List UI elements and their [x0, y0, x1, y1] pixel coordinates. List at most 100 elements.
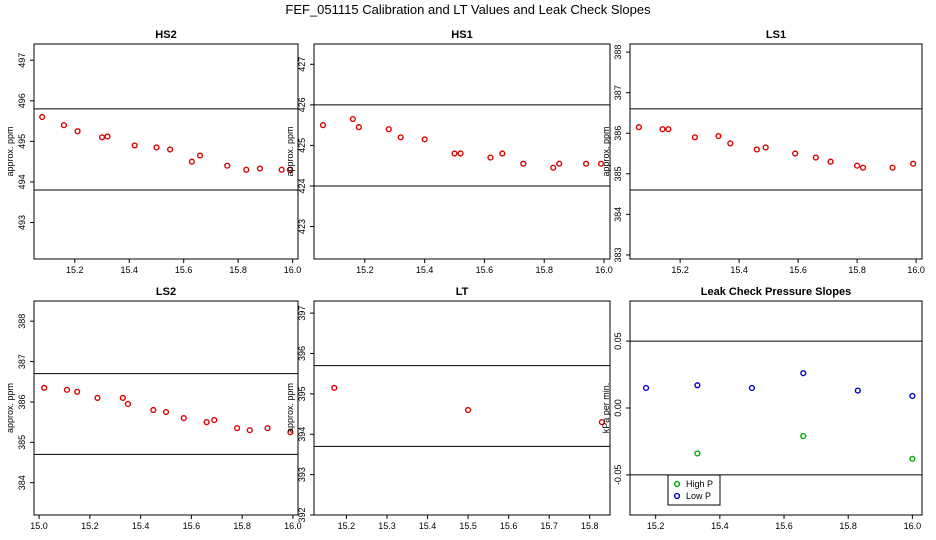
chart-3-x-tick-label: 15.4 — [132, 521, 150, 531]
chart-5-x-tick-label: 15.8 — [839, 521, 857, 531]
chart-4-y-tick-label: 392 — [297, 507, 307, 522]
chart-5-legend-marker-0 — [673, 480, 681, 488]
chart-0-y-axis-label: approx. ppm — [5, 126, 15, 176]
chart-3-series-0-point — [119, 394, 126, 402]
chart-3-x-tick-label: 15.2 — [81, 521, 99, 531]
chart-0-series-0-point — [39, 113, 46, 121]
chart-4-x-tick-label: 15.4 — [419, 521, 437, 531]
chart-3-x-tick-label: 16.0 — [284, 521, 302, 531]
chart-5-legend-marker-1 — [673, 492, 681, 500]
chart-5-y-tick-label: -0.05 — [613, 465, 623, 486]
chart-4-panel: LT 15.2 15.3 15.4 15.5 15.6 15.7 15.8 392 393 394 3… — [285, 286, 611, 531]
chart-0-y-tick-label: 495 — [17, 134, 27, 149]
chart-1-series-0-point — [421, 136, 428, 143]
chart-2-y-axis-label: approx. ppm — [601, 126, 611, 176]
chart-4-series-0-point — [598, 419, 605, 426]
chart-1-series-0-point — [499, 150, 506, 157]
chart-2-series-0-point — [910, 160, 917, 167]
chart-1-y-tick-label: 425 — [297, 138, 307, 153]
chart-0-x-tick-label: 15.8 — [229, 265, 247, 275]
chart-5-y-tick-label: 0.05 — [613, 332, 623, 350]
chart-1-series-0-point — [349, 115, 356, 123]
chart-2-x-tick-label: 16.0 — [907, 265, 925, 275]
chart-1-x-tick-label: 15.6 — [476, 265, 494, 275]
chart-3-panel: LS2 15.0 15.2 15.4 15.6 15.8 16.0 384 385 386 387 3… — [5, 286, 302, 531]
chart-2-series-0-point — [827, 158, 834, 165]
chart-4-y-tick-label: 397 — [297, 306, 307, 321]
chart-1-series-0-point — [397, 134, 404, 141]
chart-3-y-tick-label: 384 — [17, 475, 27, 490]
chart-4-series-0-point — [331, 384, 338, 391]
chart-0-series-0-point — [286, 166, 293, 173]
chart-3-series-0-point — [63, 386, 71, 393]
chart-0-series-0-point — [104, 133, 111, 140]
chart-5-series-1-point — [909, 392, 916, 400]
chart-1-series-0-point — [457, 150, 464, 157]
chart-2-panel: LS1 15.2 15.4 15.6 15.8 16.0 383 384 385 386 387 38… — [601, 29, 925, 275]
chart-2-series-0-point — [859, 164, 867, 171]
chart-4-x-tick-label: 15.7 — [540, 521, 558, 531]
chart-2-series-0-point — [762, 144, 769, 151]
chart-5-x-tick-label: 16.0 — [904, 521, 922, 531]
chart-2-series-0-point — [659, 126, 666, 133]
chart-3-plot-frame — [33, 300, 299, 516]
chart-3-y-tick-label: 387 — [17, 354, 27, 369]
chart-2-y-tick-label: 387 — [613, 85, 623, 100]
chart-0-y-tick-label: 493 — [17, 215, 27, 230]
chart-5-series-0-point — [694, 450, 701, 457]
chart-2-title: LS1 — [766, 29, 786, 41]
chart-3-y-tick-label: 385 — [17, 435, 27, 450]
chart-5-y-axis-label: kPa per min. — [601, 383, 611, 434]
chart-1-series-0-point — [550, 164, 557, 171]
chart-3-series-0-point — [162, 408, 170, 416]
chart-2-series-0-point — [889, 164, 896, 171]
chart-5-x-tick-label: 15.6 — [775, 521, 793, 531]
chart-0-series-0-point — [188, 158, 195, 165]
chart-0-series-0-point — [166, 146, 174, 153]
chart-1-x-tick-label: 16.0 — [595, 265, 613, 275]
chart-2-series-0-point — [854, 162, 861, 169]
chart-0-series-0-point — [60, 122, 68, 129]
chart-5-series-1-point — [800, 370, 807, 377]
chart-3-series-0-point — [150, 406, 157, 414]
chart-1-series-0-point — [355, 124, 362, 131]
chart-5-series-0-point — [909, 455, 916, 462]
chart-1-series-0-point — [487, 154, 494, 161]
chart-0-series-0-point — [243, 166, 250, 173]
chart-3-series-0-point — [180, 414, 187, 422]
chart-1-plot-frame — [313, 43, 611, 260]
chart-0-plot-frame — [33, 43, 299, 260]
chart-3-x-tick-label: 15.0 — [30, 521, 48, 531]
chart-3-y-axis-label: approx. ppm — [5, 383, 15, 433]
chart-2-x-tick-label: 15.6 — [789, 265, 807, 275]
chart-2-y-tick-label: 384 — [613, 207, 623, 222]
chart-2-series-0-point — [753, 146, 760, 153]
chart-1-title: HS1 — [451, 29, 472, 41]
chart-4-y-tick-label: 393 — [297, 467, 307, 482]
chart-3-series-0-point — [264, 425, 271, 432]
chart-3-series-0-point — [246, 427, 253, 434]
chart-0-y-tick-label: 497 — [17, 53, 27, 68]
chart-3-series-0-point — [41, 384, 48, 391]
chart-2-series-0-point — [715, 132, 722, 140]
chart-1-x-tick-label: 15.2 — [356, 265, 374, 275]
chart-5-series-1-point — [854, 387, 861, 394]
chart-5-y-tick-label: 0.00 — [613, 399, 623, 417]
chart-2-y-tick-label: 385 — [613, 166, 623, 181]
chart-0-series-0-point — [98, 134, 106, 141]
chart-4-y-tick-label: 395 — [297, 386, 307, 401]
chart-2-series-0-point — [691, 134, 698, 141]
chart-0-series-0-point — [224, 162, 231, 169]
chart-0-x-tick-label: 16.0 — [284, 265, 302, 275]
chart-1-series-0-point — [556, 160, 563, 167]
chart-4-plot-frame — [313, 300, 611, 516]
chart-1-panel: HS1 15.2 15.4 15.6 15.8 16.0 423 424 425 426 427 ap… — [285, 29, 613, 275]
chart-5-title: Leak Check Pressure Slopes — [701, 286, 851, 298]
chart-2-series-0-point — [812, 154, 819, 161]
chart-3-title: LS2 — [156, 286, 176, 298]
chart-3-series-0-point — [124, 400, 132, 408]
chart-3-series-0-point — [74, 388, 81, 395]
chart-2-y-tick-label: 386 — [613, 126, 623, 141]
chart-1-y-tick-label: 427 — [297, 57, 307, 72]
